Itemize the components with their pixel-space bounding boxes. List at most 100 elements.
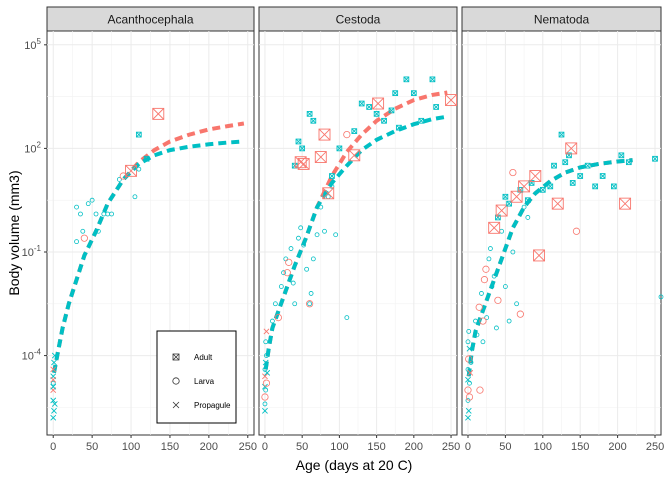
point-larva — [509, 168, 517, 177]
point-propagule — [465, 414, 471, 421]
point-stroke — [551, 162, 557, 169]
point-stroke — [551, 162, 557, 169]
point-stroke — [533, 249, 546, 262]
point-stroke — [306, 111, 313, 117]
point-stroke — [135, 131, 142, 138]
point-larva — [262, 379, 271, 387]
point-adult — [310, 117, 317, 124]
point-stroke — [329, 173, 335, 179]
point-stroke — [510, 190, 523, 203]
point-stroke — [306, 111, 313, 117]
point-stroke — [418, 118, 424, 124]
point-stroke — [318, 128, 331, 141]
point-stroke — [381, 117, 387, 124]
point-adult — [625, 159, 632, 166]
point-adult — [372, 97, 385, 110]
point-stroke — [611, 183, 617, 190]
x-tick-label: 150 — [161, 441, 179, 453]
point-adult — [599, 173, 606, 179]
point-stroke — [502, 193, 509, 200]
point-stroke — [611, 183, 617, 190]
panel-nematoda: Nematoda 0 50 100 150 200 250 — [461, 6, 664, 453]
point-stroke — [562, 159, 569, 166]
point-adult — [135, 131, 142, 138]
point-stroke — [465, 376, 471, 383]
trend-path — [466, 158, 633, 377]
strip-background — [258, 6, 458, 32]
point-adult — [539, 186, 546, 193]
point-larva — [467, 380, 472, 386]
point-stroke — [348, 149, 361, 162]
x-tick-label: 0 — [262, 441, 268, 453]
point-adult — [502, 193, 509, 200]
point-larva — [489, 284, 495, 289]
point-adult — [495, 204, 508, 217]
point-stroke — [295, 138, 302, 145]
x-tick-label: 150 — [367, 441, 385, 453]
point-stroke — [466, 345, 473, 352]
point-stroke — [322, 187, 335, 200]
point-larva — [465, 366, 471, 372]
point-stroke — [396, 124, 402, 131]
point-larva — [74, 239, 79, 245]
point-stroke — [51, 359, 57, 366]
panel-title: Nematoda — [534, 13, 590, 27]
gridlines — [259, 31, 457, 435]
x-tick-label: 0 — [50, 441, 56, 453]
x-tick-label: 200 — [200, 441, 218, 453]
point-propagule — [51, 352, 58, 359]
point-larva — [479, 291, 484, 296]
point-larva — [262, 366, 268, 372]
point-propagule — [50, 383, 57, 390]
point-adult — [533, 249, 546, 262]
x-tick-label: 100 — [330, 441, 348, 453]
y-tick-exponent: -4 — [34, 348, 42, 357]
point-adult — [295, 138, 302, 145]
panel-title: Acanthocephala — [107, 13, 193, 27]
point-larva — [283, 269, 291, 277]
point-adult — [351, 128, 358, 134]
point-stroke — [381, 118, 387, 124]
point-adult — [445, 94, 457, 107]
point-stroke — [528, 180, 535, 186]
point-stroke — [619, 197, 632, 210]
point-stroke — [518, 180, 531, 193]
point-stroke — [525, 197, 531, 203]
point-stroke — [310, 117, 317, 124]
point-stroke — [584, 162, 591, 169]
point-larva — [480, 339, 486, 345]
point-stroke — [584, 162, 591, 169]
point-propagule — [51, 407, 57, 414]
point-stroke — [547, 183, 554, 190]
point-stroke — [558, 131, 565, 138]
point-adult — [569, 180, 576, 186]
legend-label: Adult — [194, 353, 213, 362]
point-adult — [381, 117, 387, 124]
point-larva — [288, 246, 294, 251]
point-adult — [562, 159, 569, 166]
point-propagule — [51, 359, 57, 366]
point-larva — [262, 401, 268, 407]
legend-entry-adult: Adult — [172, 353, 213, 362]
point-stroke — [359, 100, 365, 107]
point-stroke — [551, 197, 564, 210]
point-stroke — [392, 90, 398, 96]
point-larva — [475, 303, 483, 311]
point-stroke — [488, 222, 500, 234]
point-stroke — [510, 190, 523, 203]
point-stroke — [297, 158, 310, 170]
point-stroke — [540, 187, 546, 193]
point-stroke — [565, 142, 578, 155]
point-stroke — [264, 369, 271, 376]
point-adult — [577, 173, 584, 179]
trend-line-teal — [52, 139, 245, 374]
point-propagule — [465, 407, 472, 414]
x-tick-label: 150 — [571, 441, 589, 453]
point-stroke — [403, 76, 410, 83]
point-stroke — [262, 407, 268, 414]
point-larva — [50, 380, 56, 386]
point-larva — [281, 270, 286, 276]
point-stroke — [565, 142, 578, 155]
point-stroke — [125, 165, 137, 177]
point-adult — [565, 142, 578, 155]
